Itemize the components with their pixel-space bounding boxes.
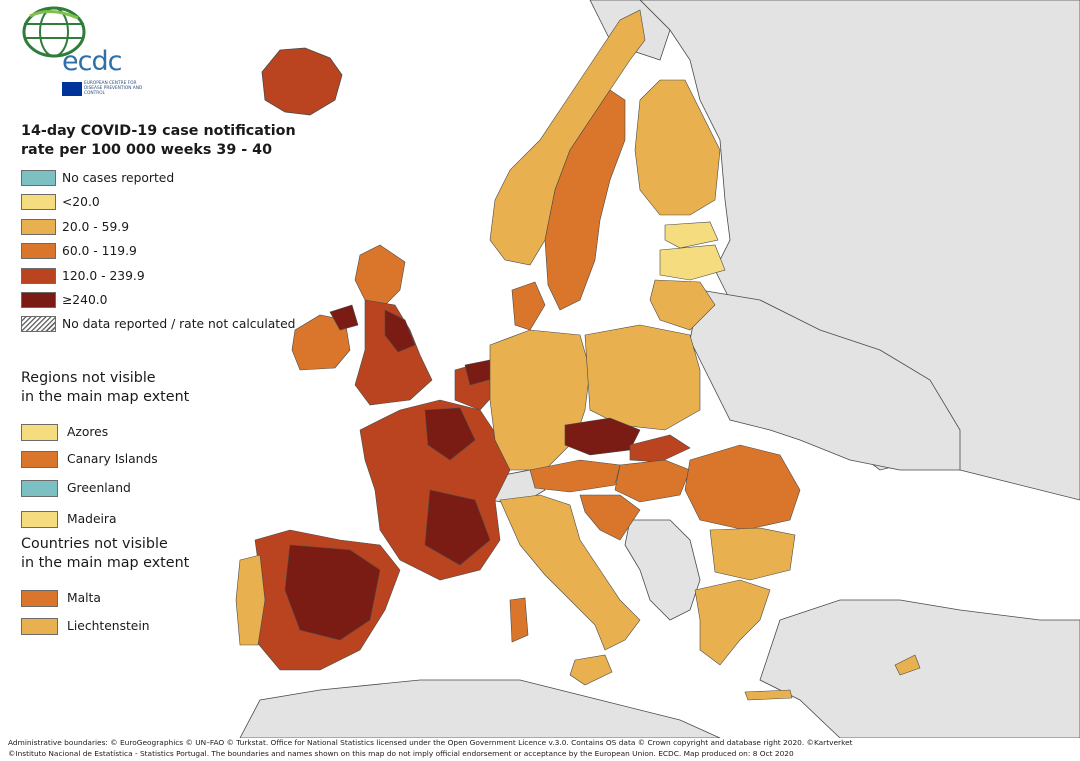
legend-swatch bbox=[21, 268, 56, 284]
region-label: Madeira bbox=[67, 512, 117, 526]
region-label: Greenland bbox=[67, 481, 131, 495]
portugal bbox=[235, 554, 266, 646]
legend-swatch bbox=[21, 194, 56, 210]
austria bbox=[529, 459, 621, 493]
legend-label: 60.0 - 119.9 bbox=[62, 244, 137, 258]
legend-swatch bbox=[21, 219, 56, 235]
ecdc-wordmark: ecdc bbox=[62, 46, 122, 77]
balkans-non-eu bbox=[624, 519, 701, 621]
northern-ireland bbox=[329, 304, 359, 331]
legend-label: 20.0 - 59.9 bbox=[62, 220, 130, 234]
poland bbox=[584, 324, 701, 431]
country-label: Malta bbox=[67, 591, 101, 605]
romania bbox=[684, 444, 801, 531]
cyprus bbox=[894, 654, 921, 676]
legend-swatch bbox=[21, 424, 58, 441]
legend-swatch bbox=[21, 170, 56, 186]
map-title-line2: rate per 100 000 weeks 39 - 40 bbox=[21, 142, 273, 158]
north-africa-region bbox=[239, 679, 721, 738]
map-title: 14-day COVID-19 case notification rate p… bbox=[21, 122, 311, 160]
greece bbox=[694, 579, 771, 666]
map-title-line1: 14-day COVID-19 case notification bbox=[21, 123, 296, 139]
france-south-hotspot bbox=[424, 489, 491, 566]
baltics bbox=[649, 221, 726, 331]
crete bbox=[744, 689, 793, 701]
belarus-ukraine-region bbox=[689, 289, 961, 471]
country-label: Liechtenstein bbox=[67, 619, 150, 633]
legend-label: ≥240.0 bbox=[62, 293, 108, 307]
hungary bbox=[614, 459, 691, 503]
ecdc-logo: ecdc European Centre for Disease Prevent… bbox=[20, 6, 142, 98]
western-europe bbox=[235, 359, 511, 671]
legend-label: <20.0 bbox=[62, 195, 100, 209]
eu-flag-icon bbox=[62, 82, 82, 96]
bulgaria bbox=[709, 527, 796, 581]
italy bbox=[499, 494, 641, 651]
legend-swatch bbox=[21, 316, 56, 332]
sicily bbox=[569, 654, 613, 686]
regions-heading-line1: Regions not visible bbox=[21, 370, 156, 386]
countries-heading-line2: in the main map extent bbox=[21, 555, 190, 571]
slovenia-croatia bbox=[579, 494, 641, 541]
france-paris-hotspot bbox=[424, 407, 476, 461]
scotland bbox=[354, 244, 406, 306]
countries-heading: Countries not visible in the main map ex… bbox=[21, 535, 301, 573]
countries-heading-line1: Countries not visible bbox=[21, 536, 168, 552]
legend-label: No cases reported bbox=[62, 171, 175, 185]
legend-label: No data reported / rate not calculated bbox=[62, 317, 296, 331]
sweden bbox=[544, 89, 626, 311]
slovakia bbox=[629, 434, 691, 463]
denmark bbox=[511, 281, 546, 331]
turkey-region bbox=[759, 599, 1080, 738]
legend-swatch bbox=[21, 618, 58, 635]
globe-logo-icon bbox=[22, 6, 86, 58]
regions-heading: Regions not visible in the main map exte… bbox=[21, 369, 301, 407]
british-isles bbox=[291, 244, 433, 406]
legend-swatch bbox=[21, 590, 58, 607]
map-credits: Administrative boundaries: © EuroGeograp… bbox=[8, 738, 1076, 759]
latvia bbox=[659, 244, 726, 281]
sardinia bbox=[509, 597, 529, 643]
south-east-europe bbox=[499, 444, 921, 701]
north-england-hotspot bbox=[384, 309, 416, 353]
estonia bbox=[664, 221, 719, 249]
legend-swatch bbox=[21, 511, 58, 528]
region-label: Canary Islands bbox=[67, 452, 158, 466]
england bbox=[354, 299, 433, 406]
legend-swatch bbox=[21, 451, 58, 468]
ireland bbox=[291, 314, 351, 371]
legend-swatch bbox=[21, 243, 56, 259]
finland bbox=[634, 79, 721, 216]
europe-map bbox=[235, 0, 1080, 738]
region-label: Azores bbox=[67, 425, 109, 439]
legend-label: 120.0 - 239.9 bbox=[62, 269, 145, 283]
spain-central-hotspot bbox=[284, 544, 381, 641]
central-europe bbox=[489, 281, 701, 541]
regions-heading-line2: in the main map extent bbox=[21, 389, 190, 405]
scandinavia bbox=[489, 9, 721, 311]
iceland bbox=[261, 47, 343, 116]
legend-swatch bbox=[21, 292, 56, 308]
credits-line2: ©Instituto Nacional de Estatística - Sta… bbox=[8, 748, 794, 758]
ecdc-agency-name: European Centre for Disease Prevention a… bbox=[84, 81, 143, 96]
legend-swatch bbox=[21, 480, 58, 497]
lithuania bbox=[649, 279, 716, 331]
choropleth-map bbox=[235, 0, 1080, 738]
credits-line1: Administrative boundaries: © EuroGeograp… bbox=[8, 738, 853, 747]
